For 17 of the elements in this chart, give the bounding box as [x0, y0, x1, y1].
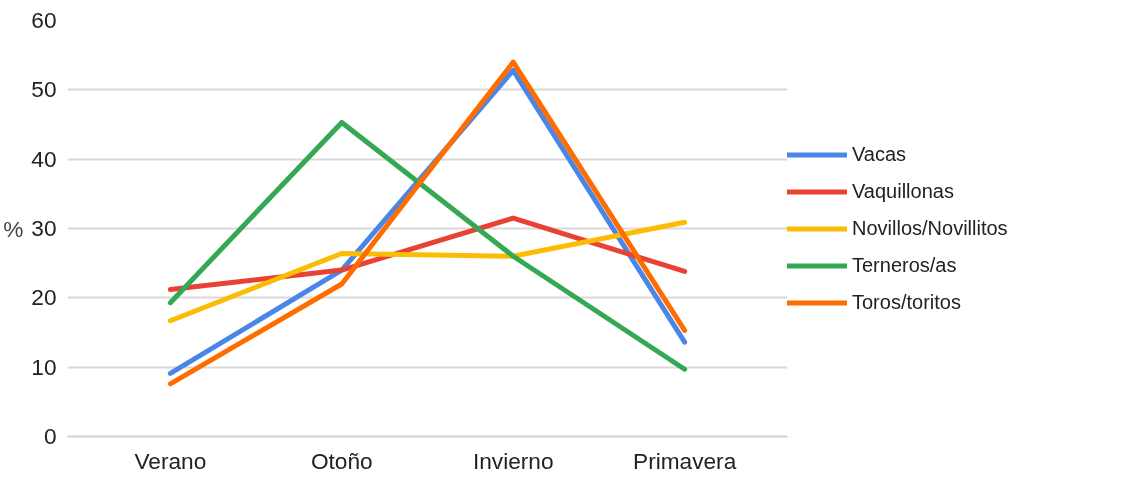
y-tick-label: 50 — [31, 76, 57, 103]
legend-label: Vacas — [852, 142, 907, 166]
y-axis-title: % — [3, 215, 24, 242]
legend-label: Vaquillonas — [852, 179, 954, 203]
x-tick-label: Otoño — [310, 447, 373, 474]
x-tick-label: Primavera — [633, 447, 737, 474]
x-tick-label: Invierno — [472, 447, 554, 474]
y-tick-label: 20 — [31, 284, 57, 311]
legend-label: Toros/toritos — [852, 290, 961, 314]
y-tick-label: 40 — [31, 145, 57, 172]
y-tick-label: 0 — [43, 423, 57, 449]
y-tick-label: 30 — [31, 215, 57, 241]
x-tick-label: Verano — [134, 447, 207, 474]
y-tick-label: 60 — [31, 7, 57, 33]
legend-label: Terneros/as — [852, 253, 957, 277]
y-tick-label: 10 — [31, 353, 57, 380]
legend-label: Novillos/Novillitos — [852, 216, 1008, 240]
